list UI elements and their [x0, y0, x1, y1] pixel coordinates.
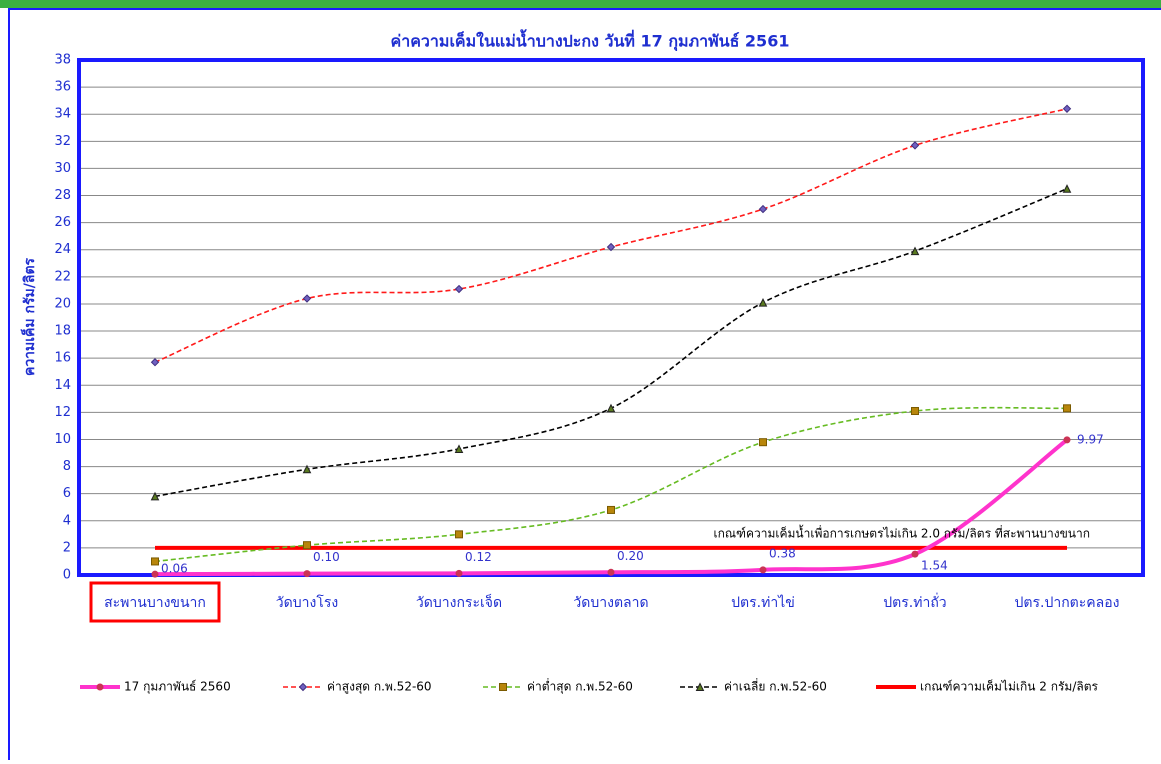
data-label: 0.06	[161, 562, 188, 576]
x-tick-label: ปตร.ปากตะคลอง	[1015, 595, 1120, 611]
x-tick-label: วัดบางตลาด	[573, 595, 648, 611]
marker	[759, 566, 767, 574]
marker	[454, 284, 464, 294]
y-tick-label: 38	[54, 53, 71, 68]
annotation: เกณฑ์ความเค็มน้ำเพื่อการเกษตรไม่เกิน 2.0…	[714, 525, 1091, 541]
data-label: 1.54	[921, 559, 948, 573]
marker	[1063, 404, 1071, 413]
marker	[455, 569, 463, 577]
marker	[607, 568, 615, 576]
y-axis-label: ความเค็ม กรัม/ลิตร	[20, 257, 38, 376]
y-tick-label: 4	[63, 513, 71, 528]
marker	[758, 297, 768, 307]
legend-label: ค่าเฉลี่ย ก.พ.52-60	[724, 678, 827, 694]
x-tick-label: ปตร.ท่าถั่ว	[883, 593, 946, 611]
y-tick-label: 16	[54, 351, 71, 366]
y-tick-label: 24	[54, 242, 71, 257]
legend-item: ค่าต่ำสุด ก.พ.52-60	[483, 678, 633, 695]
y-tick-label: 6	[63, 486, 71, 501]
legend-item: 17 กุมภาพันธ์ 2560	[80, 680, 231, 695]
x-tick-label: สะพานบางขนาก	[104, 595, 206, 611]
marker	[151, 570, 159, 578]
legend-label: ค่าสูงสุด ก.พ.52-60	[327, 680, 432, 695]
y-tick-label: 30	[54, 161, 71, 176]
top-strip	[0, 0, 1161, 8]
marker	[454, 444, 464, 453]
legend-item: ค่าเฉลี่ย ก.พ.52-60	[680, 678, 827, 694]
legend-label: เกณฑ์ความเค็มไม่เกิน 2 กรัม/ลิตร	[920, 679, 1099, 694]
marker	[606, 403, 616, 413]
y-tick-label: 8	[63, 459, 71, 474]
marker	[1062, 184, 1072, 193]
data-label: 0.20	[617, 549, 644, 563]
marker	[303, 541, 311, 550]
y-tick-label: 20	[54, 296, 71, 311]
highlight-box	[89, 581, 221, 623]
legend-label: 17 กุมภาพันธ์ 2560	[124, 680, 231, 695]
marker	[96, 683, 104, 691]
x-tick-label: ปตร.ท่าไข่	[731, 594, 795, 611]
legend-label: ค่าต่ำสุด ก.พ.52-60	[527, 678, 633, 695]
x-tick-label: วัดบางโรง	[276, 594, 338, 611]
y-tick-label: 18	[54, 324, 71, 339]
chart-frame	[8, 8, 1161, 764]
y-tick-label: 34	[54, 107, 71, 122]
y-tick-label: 28	[54, 188, 71, 203]
marker	[150, 491, 160, 501]
marker	[759, 438, 767, 447]
data-label: 0.10	[313, 550, 340, 564]
chart-title: ค่าความเค็มในแม่น้ำบางปะกง วันที่ 17 กุม…	[391, 29, 790, 52]
y-tick-label: 22	[54, 269, 71, 284]
y-tick-label: 10	[54, 432, 71, 447]
data-label: 0.12	[465, 550, 492, 564]
legend-item: ค่าสูงสุด ก.พ.52-60	[283, 680, 432, 695]
marker	[911, 550, 919, 558]
marker	[910, 141, 920, 150]
marker	[151, 557, 159, 566]
y-tick-label: 12	[54, 405, 71, 420]
data-label: 9.97	[1077, 432, 1104, 446]
y-tick-label: 36	[54, 80, 71, 95]
legend-item: เกณฑ์ความเค็มไม่เกิน 2 กรัม/ลิตร	[876, 679, 1099, 694]
y-tick-label: 26	[54, 215, 71, 230]
marker	[499, 683, 507, 691]
marker	[695, 682, 705, 691]
marker	[298, 682, 308, 692]
marker	[910, 246, 920, 256]
marker	[606, 242, 616, 252]
marker	[758, 204, 768, 214]
y-tick-label: 14	[54, 378, 71, 393]
marker	[1063, 436, 1071, 444]
marker	[303, 570, 311, 578]
marker	[302, 294, 312, 303]
marker	[1062, 104, 1072, 113]
marker	[150, 358, 160, 367]
y-tick-label: 0	[63, 568, 71, 583]
marker	[455, 530, 463, 539]
y-tick-label: 2	[63, 540, 71, 555]
data-label: 0.38	[769, 546, 796, 560]
x-tick-label: วัดบางกระเจ็ด	[416, 593, 502, 611]
marker	[911, 407, 919, 416]
marker	[607, 505, 615, 514]
marker	[302, 464, 312, 474]
y-tick-label: 32	[54, 134, 71, 149]
